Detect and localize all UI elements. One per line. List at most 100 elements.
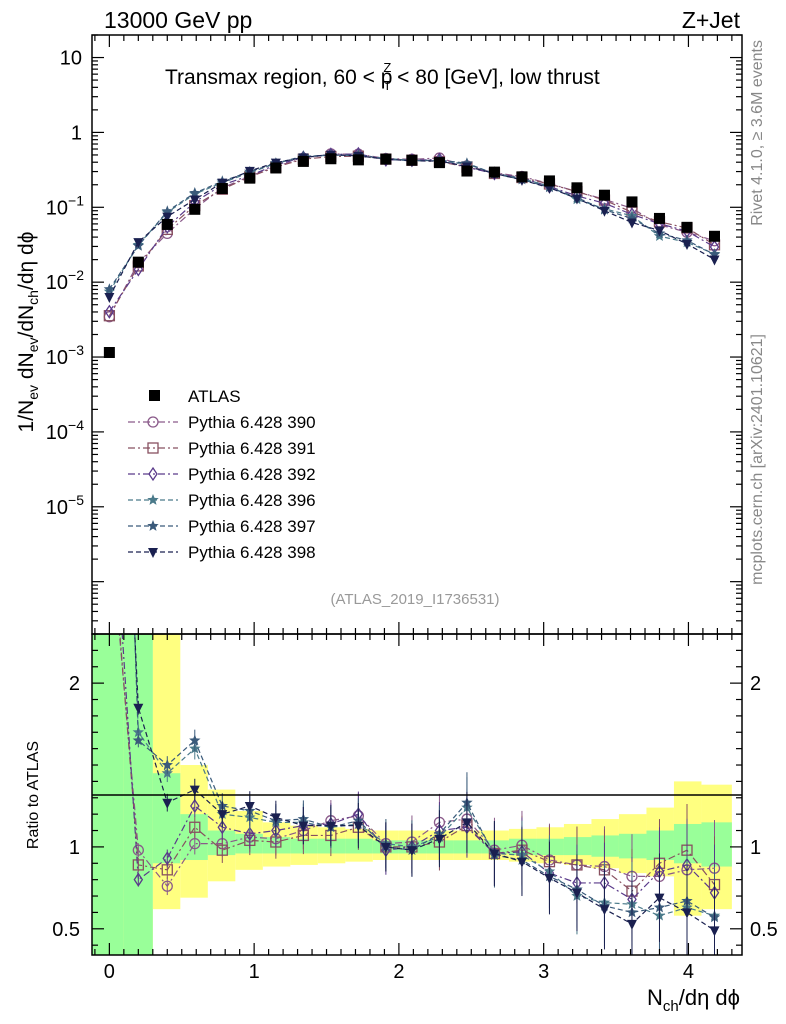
ratio-point — [245, 826, 255, 841]
ratio-point — [189, 734, 201, 746]
ratio-point — [571, 888, 582, 899]
data-point — [681, 221, 693, 233]
y-tick-label: 10−4 — [46, 417, 84, 444]
legend-marker — [148, 466, 158, 482]
data-point — [543, 175, 555, 187]
band-green-bin — [207, 830, 236, 856]
y-tick-label: 10−3 — [46, 342, 84, 369]
ratio-tick-label-right: 0.5 — [750, 919, 778, 941]
legend-marker — [147, 442, 159, 454]
legend-label: Pythia 6.428 397 — [188, 517, 316, 536]
main-panel-series — [103, 146, 721, 358]
main-point — [162, 212, 173, 223]
legend-data-marker — [149, 390, 160, 401]
y-tick-label: 10 — [60, 48, 82, 70]
main-point — [654, 226, 665, 237]
main-line-series-2 — [108, 153, 715, 313]
ratio-point — [104, 498, 114, 508]
data-point — [189, 203, 201, 215]
data-point — [103, 346, 115, 358]
legend-marker — [147, 520, 159, 531]
main-line-series-1 — [108, 155, 715, 317]
ratio-point — [244, 801, 255, 812]
y-tick-label: 10−5 — [46, 492, 84, 519]
ratio-point — [161, 759, 173, 770]
legend-marker — [148, 548, 158, 558]
data-point — [708, 230, 720, 242]
legend-label: Pythia 6.428 398 — [188, 543, 316, 562]
data-point — [488, 166, 500, 178]
ratio-point — [217, 810, 228, 821]
x-tick-label: 4 — [683, 961, 694, 983]
ratio-point — [626, 919, 637, 930]
x-axis-label: Nch/dη dϕ — [647, 985, 740, 1015]
data-point — [653, 212, 665, 224]
ratio-panel-frame — [91, 633, 743, 956]
mcplots-label: mcplots.cern.ch [arXiv:2401.10621] — [749, 334, 766, 585]
ratio-point — [681, 908, 692, 919]
ratio-point — [654, 893, 665, 904]
main-point — [189, 195, 200, 206]
data-point — [433, 157, 445, 169]
ratio-point — [325, 821, 336, 832]
rivet-label: Rivet 4.1.0, ≥ 3.6M events — [749, 40, 766, 226]
legend-label: Pythia 6.428 392 — [188, 465, 316, 484]
data-point — [406, 154, 418, 166]
ratio-line-series-5 — [134, 634, 715, 931]
data-point — [626, 196, 638, 208]
band-green-bin — [646, 830, 674, 861]
main-point — [626, 212, 638, 224]
ratio-tick-label-right: 2 — [750, 673, 761, 695]
ratio-point — [132, 859, 144, 871]
ratio-point — [270, 813, 281, 824]
data-point — [216, 183, 228, 195]
legend-label: Pythia 6.428 390 — [188, 413, 316, 432]
main-point — [189, 187, 201, 198]
band-green-bin — [563, 837, 592, 856]
ratio-tick-label-left: 0.5 — [52, 919, 80, 941]
ratio-point — [132, 844, 144, 856]
legend-label: Pythia 6.428 396 — [188, 491, 316, 510]
ratio-y-axis-label: Ratio to ATLAS — [25, 741, 42, 849]
header-left: 13000 GeV pp — [104, 7, 252, 33]
band-green-bin — [453, 840, 482, 854]
data-point — [461, 165, 473, 177]
main-line-series-4 — [108, 154, 715, 290]
legend-marker — [147, 416, 159, 428]
ratio-point — [298, 821, 309, 832]
header-right: Z+Jet — [682, 7, 741, 33]
band-green-bin — [701, 822, 732, 867]
ratio-point — [489, 849, 500, 860]
ratio-point — [216, 844, 228, 856]
ratio-line-series-3 — [134, 634, 715, 917]
x-tick-label: 1 — [249, 961, 260, 983]
main-point — [599, 206, 610, 217]
axis-ticks: 0 1 2 3 4 10 1 10−1 10−2 10−3 10−4 10−5 0.5 0.5 1 1 2 2 — [46, 34, 778, 983]
y-tick-label: 10−2 — [46, 267, 84, 294]
band-green-bin — [345, 838, 373, 854]
x-tick-label: 2 — [393, 961, 404, 983]
ratio-tick-label-right: 1 — [750, 837, 761, 859]
main-point — [708, 248, 721, 260]
ratio-point — [133, 872, 144, 887]
data-point — [325, 153, 337, 165]
legend: ATLAS Pythia 6.428 390 Pythia 6.428 391 Pyt… — [128, 387, 316, 562]
main-line-series-5 — [108, 154, 715, 298]
legend-data-label: ATLAS — [188, 387, 241, 406]
ratio-point — [104, 106, 114, 116]
data-point — [352, 154, 364, 166]
ratio-point — [406, 846, 417, 857]
main-point — [161, 205, 173, 217]
ratio-point — [353, 821, 364, 832]
band-green-bin — [290, 838, 318, 854]
ratio-point — [105, 431, 113, 443]
legend-label: Pythia 6.428 391 — [188, 439, 316, 458]
ratio-point — [461, 818, 472, 829]
band-green-bin — [180, 814, 208, 861]
ratio-point — [162, 851, 173, 866]
band-green-bin — [317, 838, 346, 854]
ratio-point — [380, 842, 391, 853]
data-point — [161, 218, 173, 230]
data-point — [380, 153, 392, 165]
